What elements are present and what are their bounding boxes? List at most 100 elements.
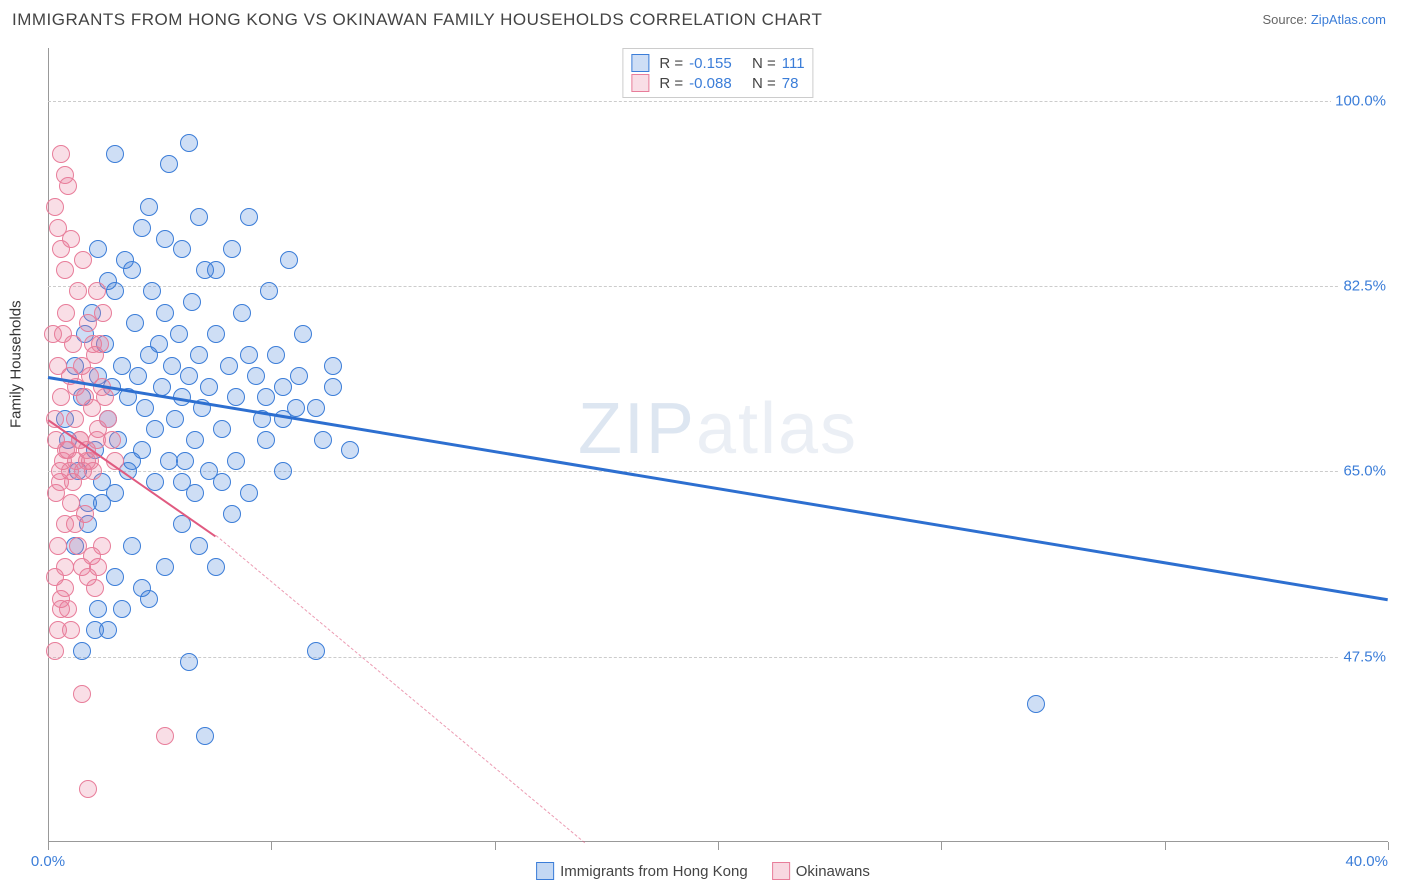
chart-header: IMMIGRANTS FROM HONG KONG VS OKINAWAN FA… [0,0,1406,35]
xtick [1388,842,1389,850]
scatter-point [143,282,161,300]
scatter-point [156,558,174,576]
scatter-point [56,579,74,597]
plot-area: 47.5%65.0%82.5%100.0% [48,48,1388,842]
source-block: Source: ZipAtlas.com [1262,11,1386,29]
scatter-point [86,621,104,639]
scatter-point [240,208,258,226]
ytick-label: 82.5% [1339,276,1390,297]
source-link[interactable]: ZipAtlas.com [1311,12,1386,27]
scatter-point [220,357,238,375]
scatter-point [113,357,131,375]
scatter-point [89,240,107,258]
y-axis-label: Family Households [8,300,25,428]
scatter-point [290,367,308,385]
gridline [48,286,1388,287]
scatter-point [69,282,87,300]
correlation-legend: R = -0.155 N = 111 R = -0.088 N = 78 [622,48,813,98]
scatter-point [56,558,74,576]
legend-label: Immigrants from Hong Kong [560,863,748,880]
legend-stats: R = -0.155 N = 111 [659,55,804,72]
xtick [718,842,719,850]
scatter-point [84,462,102,480]
scatter-point [133,219,151,237]
xtick [1165,842,1166,850]
legend-item: Okinawans [772,862,870,880]
scatter-point [140,198,158,216]
scatter-point [213,473,231,491]
scatter-point [126,314,144,332]
scatter-point [180,653,198,671]
scatter-point [106,484,124,502]
scatter-point [160,155,178,173]
scatter-point [156,304,174,322]
scatter-point [207,261,225,279]
scatter-point [223,505,241,523]
scatter-point [123,261,141,279]
legend-swatch [631,54,649,72]
scatter-point [56,261,74,279]
gridline [48,657,1388,658]
scatter-point [52,600,70,618]
legend-swatch [536,862,554,880]
regression-line [215,535,584,843]
scatter-point [186,484,204,502]
scatter-point [99,410,117,428]
scatter-point [1027,695,1045,713]
scatter-point [207,325,225,343]
scatter-point [73,685,91,703]
scatter-point [129,367,147,385]
scatter-point [73,642,91,660]
scatter-point [156,230,174,248]
scatter-point [233,304,251,322]
scatter-point [74,251,92,269]
scatter-point [314,431,332,449]
scatter-point [133,579,151,597]
scatter-point [274,462,292,480]
legend-row: R = -0.088 N = 78 [631,73,804,93]
xtick [941,842,942,850]
scatter-point [190,537,208,555]
scatter-point [186,431,204,449]
scatter-point [247,367,265,385]
scatter-point [79,780,97,798]
scatter-point [52,145,70,163]
scatter-point [190,208,208,226]
scatter-point [257,431,275,449]
scatter-point [56,166,74,184]
scatter-point [257,388,275,406]
scatter-point [86,579,104,597]
scatter-point [200,378,218,396]
legend-label: Okinawans [796,863,870,880]
scatter-point [196,727,214,745]
scatter-point [180,367,198,385]
legend-row: R = -0.155 N = 111 [631,53,804,73]
scatter-point [267,346,285,364]
scatter-point [88,282,106,300]
scatter-point [213,420,231,438]
scatter-point [324,357,342,375]
scatter-point [91,335,109,353]
chart-title: IMMIGRANTS FROM HONG KONG VS OKINAWAN FA… [12,10,822,30]
scatter-point [76,505,94,523]
scatter-point [136,399,154,417]
scatter-point [240,346,258,364]
scatter-point [57,304,75,322]
gridline [48,101,1388,102]
xtick-label: 0.0% [31,853,65,870]
scatter-point [156,727,174,745]
legend-swatch [772,862,790,880]
scatter-point [96,388,114,406]
scatter-point [294,325,312,343]
xtick [495,842,496,850]
scatter-point [94,304,112,322]
scatter-point [180,134,198,152]
scatter-point [341,441,359,459]
scatter-point [146,420,164,438]
legend-stats: R = -0.088 N = 78 [659,75,798,92]
gridline [48,471,1388,472]
chart-container: Family Households 47.5%65.0%82.5%100.0% … [48,48,1388,842]
scatter-point [173,240,191,258]
scatter-point [49,621,67,639]
ytick-label: 47.5% [1339,646,1390,667]
